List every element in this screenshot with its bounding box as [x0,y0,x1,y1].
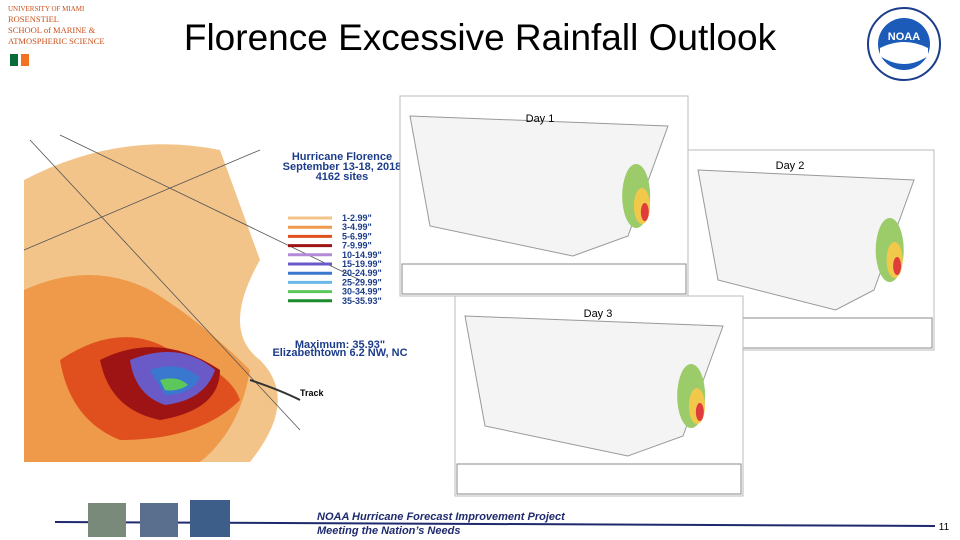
legend-label: 3-4.99" [342,222,372,232]
map-title: 4162 sites [316,171,369,183]
footer-image [140,503,178,537]
legend-label: 30-34.99" [342,287,382,297]
noaa-logo: NOAA [867,7,941,81]
footer-text: NOAA Hurricane Forecast Improvement Proj… [317,511,566,523]
legend-label: 10-14.99" [342,250,382,260]
risk-area [640,203,649,221]
legend-label: 7-9.99" [342,241,372,251]
rainfall-map: Hurricane Florence September 13-18, 2018… [23,134,408,462]
risk-area [893,257,902,275]
day-label: Day 2 [776,160,805,172]
footer: NOAA Hurricane Forecast Improvement Proj… [54,500,950,537]
footer-image [190,500,230,537]
noaa-text: NOAA [888,31,920,43]
map-caption [401,263,687,295]
logo-line: ROSENSTIEL [8,14,59,24]
um-logo: UNIVERSITY OF MIAMI ROSENSTIEL SCHOOL of… [8,5,105,66]
logo-mark [21,54,29,66]
slide-title: Florence Excessive Rainfall Outlook [184,17,777,58]
page-number: 11 [939,522,950,533]
outlook-maps: Day 1 Day 2 Day 3 [399,95,935,497]
logo-line: UNIVERSITY OF MIAMI [8,5,85,13]
map-land [409,115,669,257]
track-label: Track [300,388,325,398]
outlook-map: Day 3 [454,295,744,497]
map-land [464,315,724,457]
outlook-map: Day 1 [399,95,689,297]
map-title: Hurricane Florence [292,151,392,163]
risk-area [695,403,704,421]
legend-label: 20-24.99" [342,268,382,278]
legend-label: 35-35.93" [342,296,382,306]
footer-image [88,503,126,537]
legend-label: 5-6.99" [342,231,372,241]
legend-label: 25-29.99" [342,277,382,287]
map-maximum: Maximum: 35.93" [295,339,385,351]
day-label: Day 3 [584,308,613,320]
legend-label: 1-2.99" [342,213,372,223]
map-land [697,169,915,311]
logo-line: SCHOOL of MARINE & [8,25,96,35]
footer-text: Meeting the Nation’s Needs [317,525,460,537]
logo-line: ATMOSPHERIC SCIENCE [8,36,105,46]
legend-label: 15-19.99" [342,259,382,269]
day-label: Day 1 [526,113,555,125]
map-title: September 13-18, 2018 [283,161,402,173]
logo-mark [10,54,18,66]
map-maximum: Elizabethtown 6.2 NW, NC [272,347,407,359]
map-legend: 1-2.99"3-4.99"5-6.99"7-9.99"10-14.99"15-… [288,213,382,306]
map-caption [456,463,742,495]
